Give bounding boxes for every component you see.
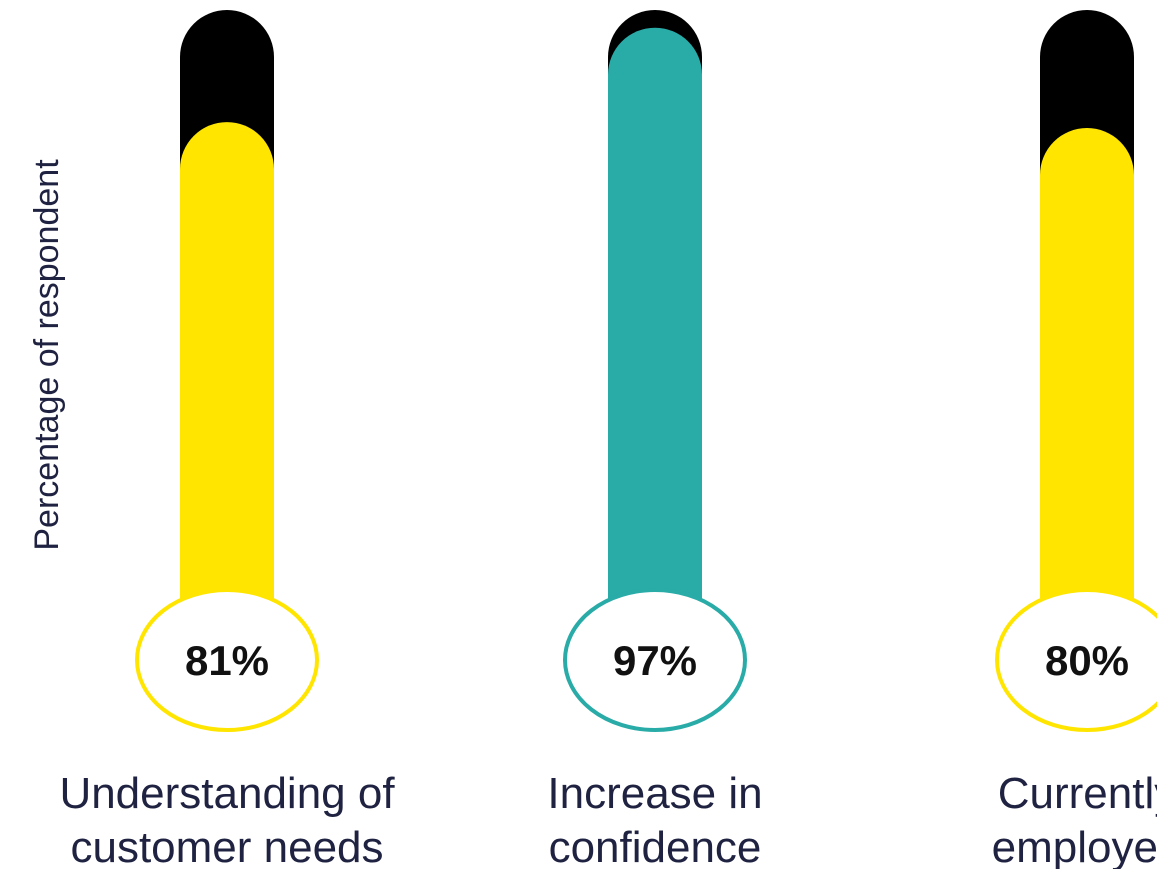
bars-layer: 81% Understanding of customer needs 97% Incr… [59, 10, 1157, 869]
category-label: employed [992, 823, 1157, 869]
thermometer-2: 97% Increase in confidence [547, 10, 763, 869]
category-label: customer needs [70, 823, 383, 869]
value-bulb [995, 588, 1157, 732]
bar [1040, 128, 1134, 600]
data-label: 80% [1045, 637, 1129, 684]
value-bulb [135, 588, 319, 732]
bar [608, 27, 702, 600]
data-label: 81% [185, 637, 269, 684]
value-bulb [563, 588, 747, 732]
bar [180, 122, 274, 600]
category-label: confidence [549, 823, 762, 869]
category-label: Currently [998, 769, 1157, 818]
data-label: 97% [613, 637, 697, 684]
thermometer-3: 80% Currently employed [992, 10, 1157, 869]
category-label: Understanding of [59, 769, 395, 818]
thermometer-1: 81% Understanding of customer needs [59, 10, 395, 869]
y-axis-label: Percentage of respondent [28, 159, 66, 551]
category-label: Increase in [547, 769, 762, 818]
